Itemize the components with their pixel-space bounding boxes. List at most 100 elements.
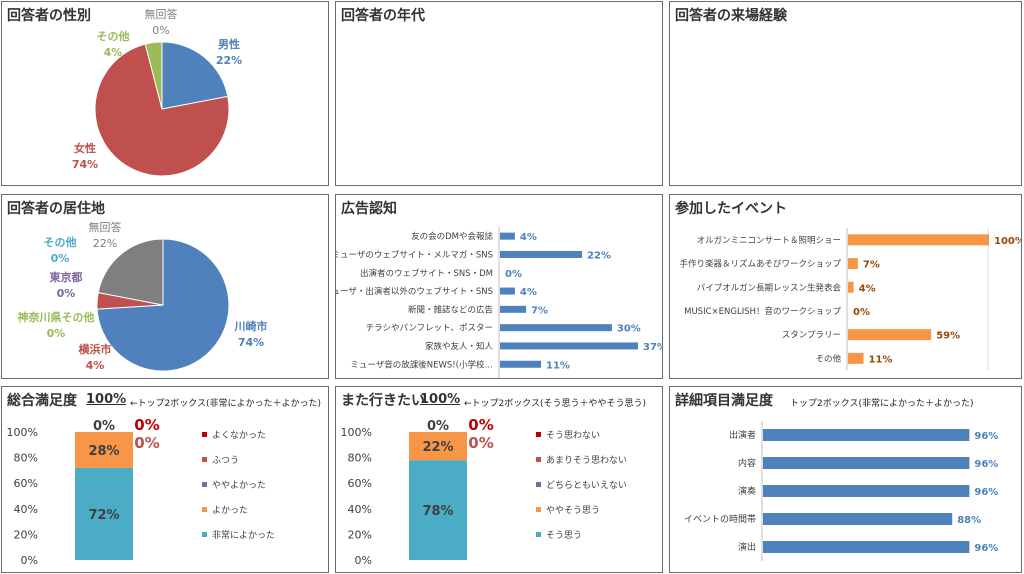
residence-label-0: 川崎市 74% — [234, 319, 268, 349]
ad-value-6: 37% — [643, 342, 663, 353]
revisit-zero-label-1: 0% — [468, 416, 493, 434]
ad-category-0: 友の会のDMや会報誌 — [411, 231, 493, 242]
event-panel: 参加したイベント オルガンミニコンサート＆照明ショー 100% 手作り楽器＆リズムあ… — [669, 194, 1022, 379]
event-category-2: パイプオルガン長期レッスン生発表会 — [697, 282, 842, 293]
event-title: 参加したイベント — [675, 201, 787, 217]
ad-value-0: 4% — [520, 232, 537, 243]
residence-title: 回答者の居住地 — [7, 201, 105, 217]
residence-pie-chart: 川崎市 74% 横浜市 4%神奈川県その他 0% 東京都 0% その他 0% 無回答 22% — [18, 220, 268, 372]
detail-value-1: 96% — [974, 459, 998, 470]
ad-bar-0 — [500, 232, 515, 240]
residence-slice-5 — [97, 238, 164, 306]
detail-bar-2 — [763, 485, 970, 497]
revisit-ytick-3: 40% — [348, 503, 372, 516]
ad-category-8: その他 — [467, 378, 493, 379]
residence-panel: 回答者の居住地 川崎市 74% 横浜市 4% 神奈川県その他 0% 東京都 0% その他 0% 無回… — [1, 194, 329, 379]
ad-value-4: 7% — [531, 305, 548, 316]
detail-note: トップ2ボックス(非常によかった＋よかった) — [790, 399, 974, 409]
ad-bar-6 — [500, 342, 638, 350]
detail-bar-0 — [763, 429, 970, 441]
revisit-legend-label-1: あまりそう思わない — [546, 455, 627, 466]
revisit-legend-label-2: どちらともいえない — [546, 480, 627, 491]
overall-note: ←トップ2ボックス(非常によかった＋よかった) — [130, 399, 322, 409]
ad-bar-1 — [500, 250, 583, 258]
event-value-1: 7% — [863, 260, 880, 271]
ad-panel: 広告認知 友の会のDMや会報誌 4% ミューザのウェブサイト・メルマガ・SNS 22%… — [335, 194, 663, 379]
overall-headline: 100% — [86, 392, 127, 407]
overall-legend-swatch-3 — [202, 507, 207, 512]
detail-category-4: 演出 — [738, 541, 756, 553]
event-bar-5 — [848, 352, 864, 364]
detail-value-2: 96% — [974, 487, 998, 498]
overall-title: 総合満足度 — [7, 393, 77, 409]
residence-slice-0 — [96, 238, 230, 372]
overall-zero-label-1: 0% — [134, 416, 159, 434]
ad-bar-chart: 友の会のDMや会報誌 4% ミューザのウェブサイト・メルマガ・SNS 22% 出演者のウ… — [335, 227, 663, 379]
ad-value-5: 30% — [617, 324, 641, 335]
overall-legend-label-2: ややよかった — [212, 480, 266, 491]
event-category-3: MUSIC×ENGLISH！音のワークショップ — [684, 306, 841, 317]
revisit-legend-label-0: そう思わない — [546, 430, 600, 441]
visit-pie-chart: 今回はじめて67%2～4回26%5～9回7%10回以上0% — [670, 2, 1022, 186]
gender-pie-chart: 男性 22% 女性 74% その他 4% 無回答 0% — [72, 7, 242, 177]
ad-value-3: 4% — [520, 287, 537, 298]
residence-label-3: 東京都 0% — [50, 270, 83, 300]
ad-category-2: 出演者のウェブサイト・SNS・DM — [360, 268, 493, 279]
gender-label-3: 無回答 0% — [145, 7, 178, 37]
revisit-ytick-4: 20% — [348, 528, 372, 541]
overall-legend-label-4: 非常によかった — [212, 529, 275, 541]
ad-bar-4 — [500, 305, 527, 313]
ad-category-7: ミューザ音の放課後NEWS!(小学校… — [350, 359, 493, 370]
event-bar-0 — [848, 234, 989, 246]
overall-ytick-4: 20% — [14, 528, 38, 541]
detail-bar-3 — [763, 513, 953, 525]
overall-zero-label-0: 0% — [93, 419, 115, 434]
gender-slice-0 — [161, 41, 229, 110]
overall-legend-swatch-2 — [202, 482, 207, 487]
residence-label-1: 横浜市 4% — [79, 342, 112, 372]
event-value-2: 4% — [859, 283, 876, 294]
ad-bar-5 — [500, 324, 612, 332]
revisit-legend-label-3: ややそう思う — [546, 505, 600, 516]
overall-ytick-2: 60% — [14, 477, 38, 490]
event-bar-2 — [848, 281, 854, 293]
ad-category-5: チラシやパンフレット、ポスター — [366, 324, 493, 334]
revisit-panel: また行きたい 100% ←トップ2ボックス(そう思う＋ややそう思う) 100% 8… — [335, 386, 663, 573]
overall-segment-1 — [75, 432, 133, 468]
overall-ytick-3: 40% — [14, 503, 38, 516]
gender-slice-2 — [144, 41, 163, 110]
event-bar-4 — [848, 329, 932, 341]
age-title: 回答者の年代 — [341, 8, 425, 24]
event-value-0: 100% — [994, 236, 1022, 247]
overall-ytick-1: 80% — [14, 452, 38, 465]
event-category-5: その他 — [815, 353, 841, 364]
age-panel: 回答者の年代 19歳以下26%20～25歳0%26～39歳26%40～49歳30… — [335, 1, 663, 186]
overall-panel: 総合満足度 100% ←トップ2ボックス(非常によかった＋よかった) 100% 8… — [1, 386, 329, 573]
revisit-legend-swatch-3 — [536, 507, 541, 512]
event-bar-chart: オルガンミニコンサート＆照明ショー 100% 手作り楽器＆リズムあそびワークショップ… — [679, 228, 1022, 371]
detail-bar-4 — [763, 541, 970, 553]
residence-label-4: その他 0% — [44, 235, 77, 265]
ad-category-6: 家族や友人・知人 — [425, 341, 494, 352]
detail-value-3: 88% — [957, 515, 981, 526]
ad-bar-3 — [500, 287, 515, 295]
gender-title: 回答者の性別 — [7, 8, 91, 24]
revisit-ytick-1: 80% — [348, 452, 372, 465]
revisit-legend-swatch-2 — [536, 482, 541, 487]
event-category-4: スタンプラリー — [782, 331, 841, 341]
event-bar-1 — [848, 258, 858, 270]
detail-category-3: イベントの時間帯 — [684, 513, 756, 525]
revisit-title: また行きたい — [341, 393, 425, 409]
visit-panel: 回答者の来場経験 今回はじめて67%2～4回26%5～9回7%10回以上0% — [669, 1, 1022, 186]
revisit-ytick-5: 0% — [355, 554, 372, 567]
overall-segment-0 — [75, 467, 133, 560]
overall-zero-label-2: 0% — [134, 434, 159, 452]
detail-bar-1 — [763, 457, 970, 469]
ad-category-4: 新聞・雑誌などの広告 — [408, 304, 493, 315]
detail-category-2: 演奏 — [738, 485, 756, 497]
overall-ytick-5: 0% — [21, 554, 38, 567]
ad-category-1: ミューザのウェブサイト・メルマガ・SNS — [335, 249, 493, 260]
revisit-zero-label-2: 0% — [468, 434, 493, 452]
detail-panel: 詳細項目満足度 トップ2ボックス(非常によかった＋よかった) 出演者 96% 内容 9… — [669, 386, 1022, 573]
ad-value-7: 11% — [546, 360, 570, 371]
